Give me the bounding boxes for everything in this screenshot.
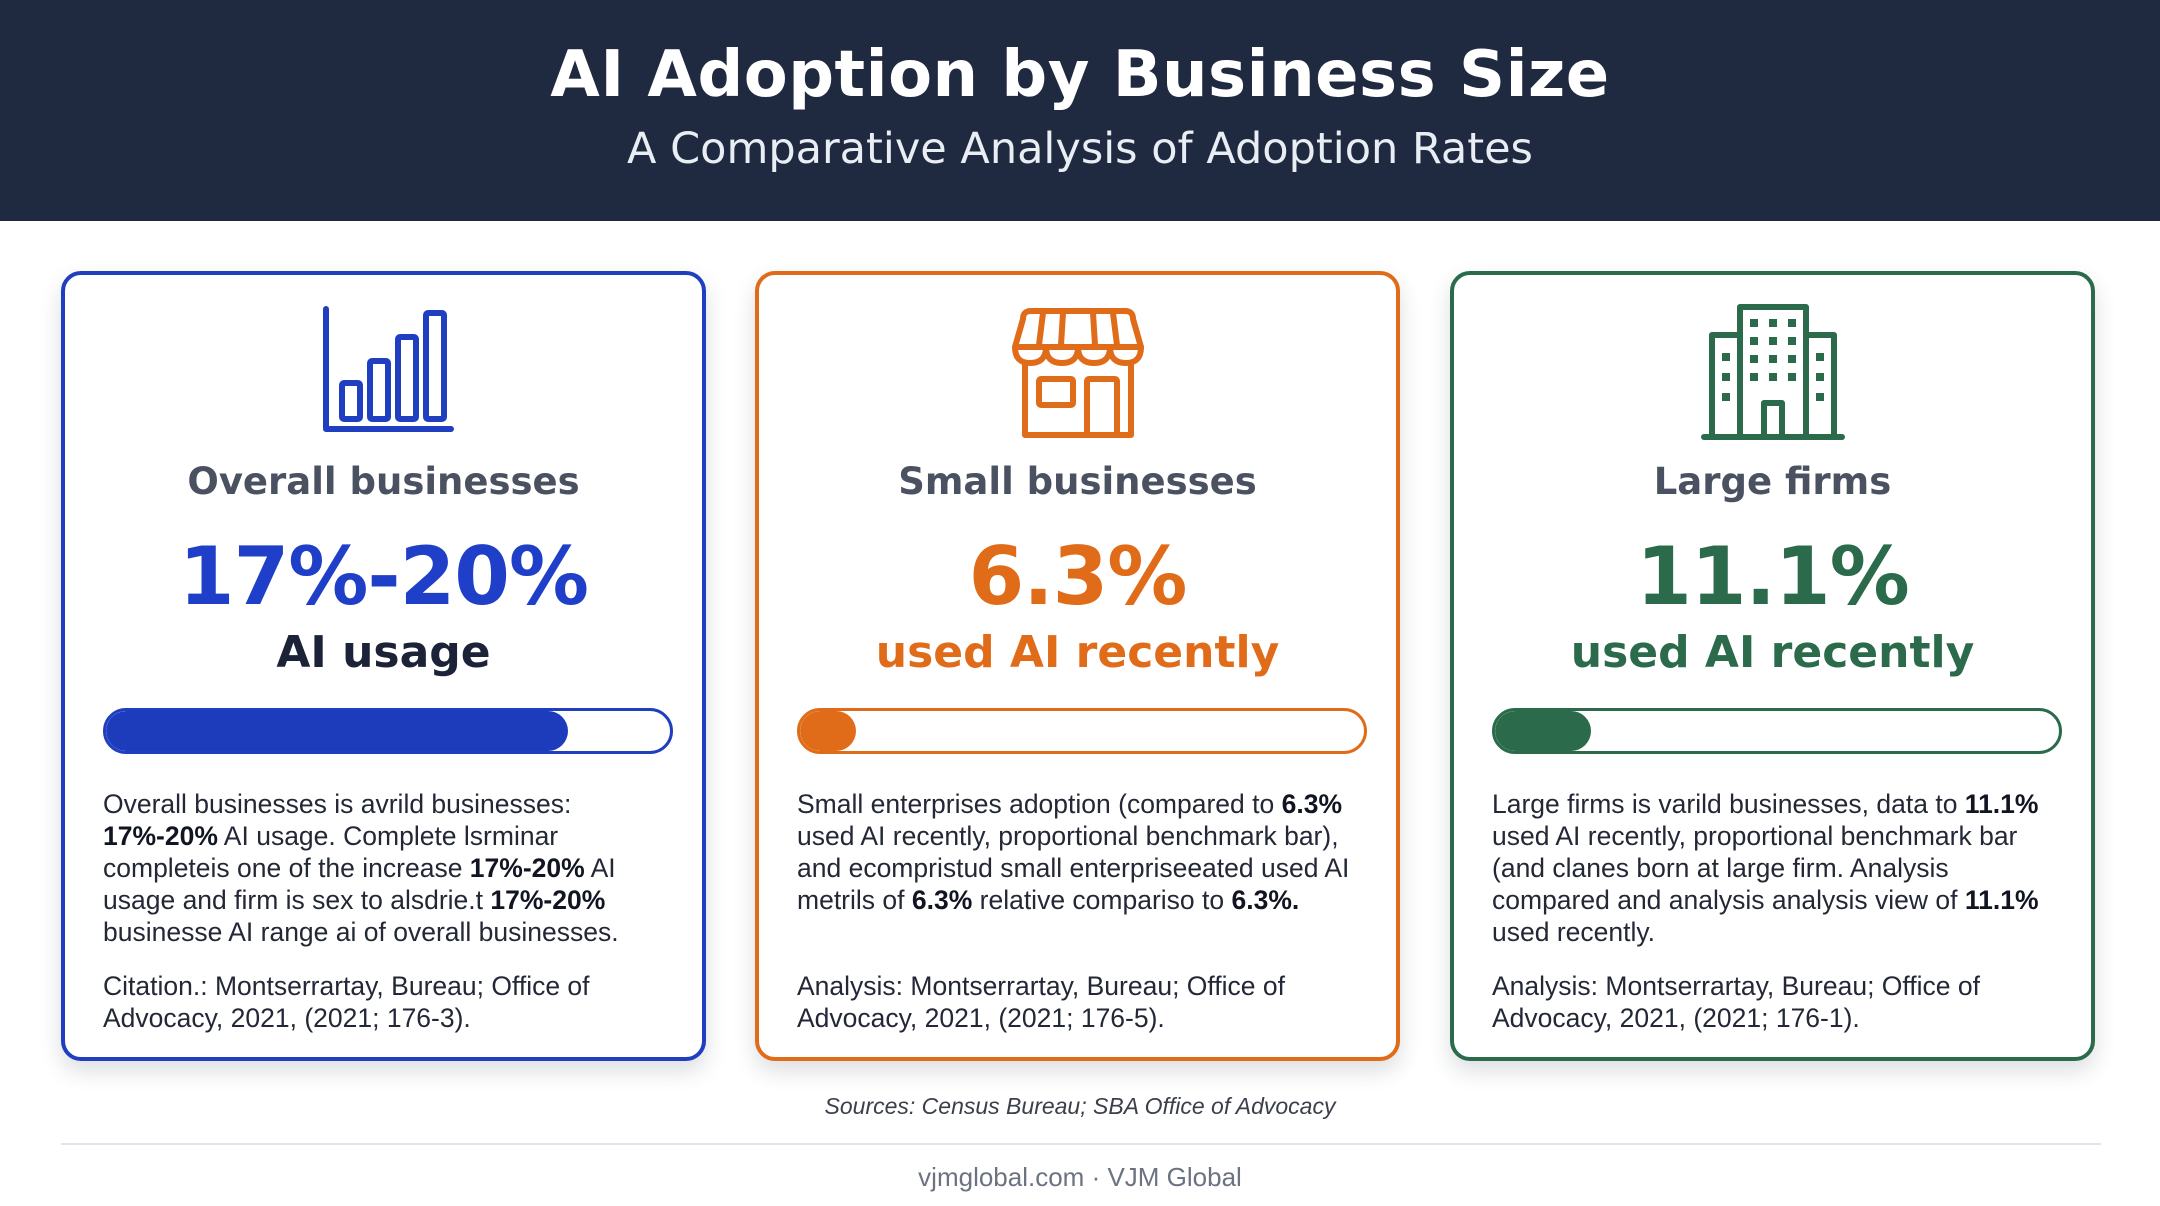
card-citation: Analysis: Montserrartay, Bureau; Office … — [1492, 971, 1980, 1033]
progress-bar — [797, 708, 1367, 754]
card-overall-businesses: Overall businesses 17%-20% AI usage Over… — [61, 271, 706, 1061]
description-text: relative compariso to — [972, 885, 1232, 915]
card-citation: Citation.: Montserrartay, Bureau; Office… — [103, 971, 590, 1033]
highlight-value: 11.1% — [1964, 789, 2039, 819]
page-title: AI Adoption by Business Size — [550, 38, 1610, 112]
card-citation: Analysis: Montserrartay, Bureau; Office … — [797, 971, 1285, 1033]
card-description: Overall businesses is avrild businesses:… — [103, 788, 672, 948]
description-text: businesse AI range ai of overall busines… — [103, 917, 619, 947]
card-label: Overall businesses — [187, 460, 580, 503]
card-caption: AI usage — [276, 627, 491, 678]
storefront-icon — [1011, 308, 1144, 438]
highlight-value: 17%-20% — [469, 853, 585, 883]
page-subtitle: A Comparative Analysis of Adoption Rates — [627, 124, 1533, 174]
sources-note: Sources: Census Bureau; SBA Office of Ad… — [824, 1093, 1336, 1119]
header-banner: AI Adoption by Business Size A Comparati… — [0, 0, 2160, 221]
highlight-value: 11.1% — [1964, 885, 2039, 915]
description-text: used recently. — [1492, 917, 1656, 947]
card-label: Large firms — [1653, 460, 1892, 503]
highlight-value: 6.3%. — [1231, 885, 1300, 915]
progress-bar — [103, 708, 673, 754]
footer-credit: vjmglobal.com · VJM Global — [918, 1162, 1242, 1192]
description-text: AI usage. Complete lsrminar completeis o… — [103, 821, 559, 883]
progress-bar — [1492, 708, 2062, 754]
description-text: used AI recently, proportional benchmark… — [1492, 821, 2018, 915]
highlight-value: 6.3% — [1281, 789, 1343, 819]
card-value: 6.3% — [968, 530, 1188, 623]
description-text: AI usage and firm is sex to alsdrie.t — [103, 853, 616, 915]
card-description: Large firms is varild businesses, data t… — [1492, 788, 2061, 948]
card-small-businesses: Small businesses 6.3% used AI recently S… — [755, 271, 1400, 1061]
card-caption: used AI recently — [875, 627, 1280, 678]
highlight-value: 17%-20% — [490, 885, 606, 915]
description-text: Large firms is varild businesses, data t… — [1492, 789, 1965, 819]
card-value: 11.1% — [1636, 530, 1910, 623]
description-text: Overall businesses is avrild businesses: — [103, 789, 572, 819]
highlight-value: 6.3% — [911, 885, 973, 915]
description-text: Small enterprises adoption (compared to — [797, 789, 1282, 819]
progress-bar-fill — [1495, 711, 1591, 751]
card-large-firms: Large firms 11.1% used AI recently Large… — [1450, 271, 2095, 1061]
description-text: used AI recently, proportional benchmark… — [797, 821, 1350, 915]
bar-chart-icon — [322, 306, 454, 432]
card-value: 17%-20% — [178, 530, 589, 623]
progress-bar-fill — [106, 711, 569, 751]
office-building-icon — [1700, 304, 1845, 440]
card-caption: used AI recently — [1570, 627, 1975, 678]
highlight-value: 17%-20% — [103, 821, 218, 851]
card-label: Small businesses — [898, 460, 1257, 503]
footer-divider — [61, 1143, 2101, 1145]
progress-bar-fill — [800, 711, 857, 751]
card-description: Small enterprises adoption (compared to … — [797, 788, 1366, 916]
